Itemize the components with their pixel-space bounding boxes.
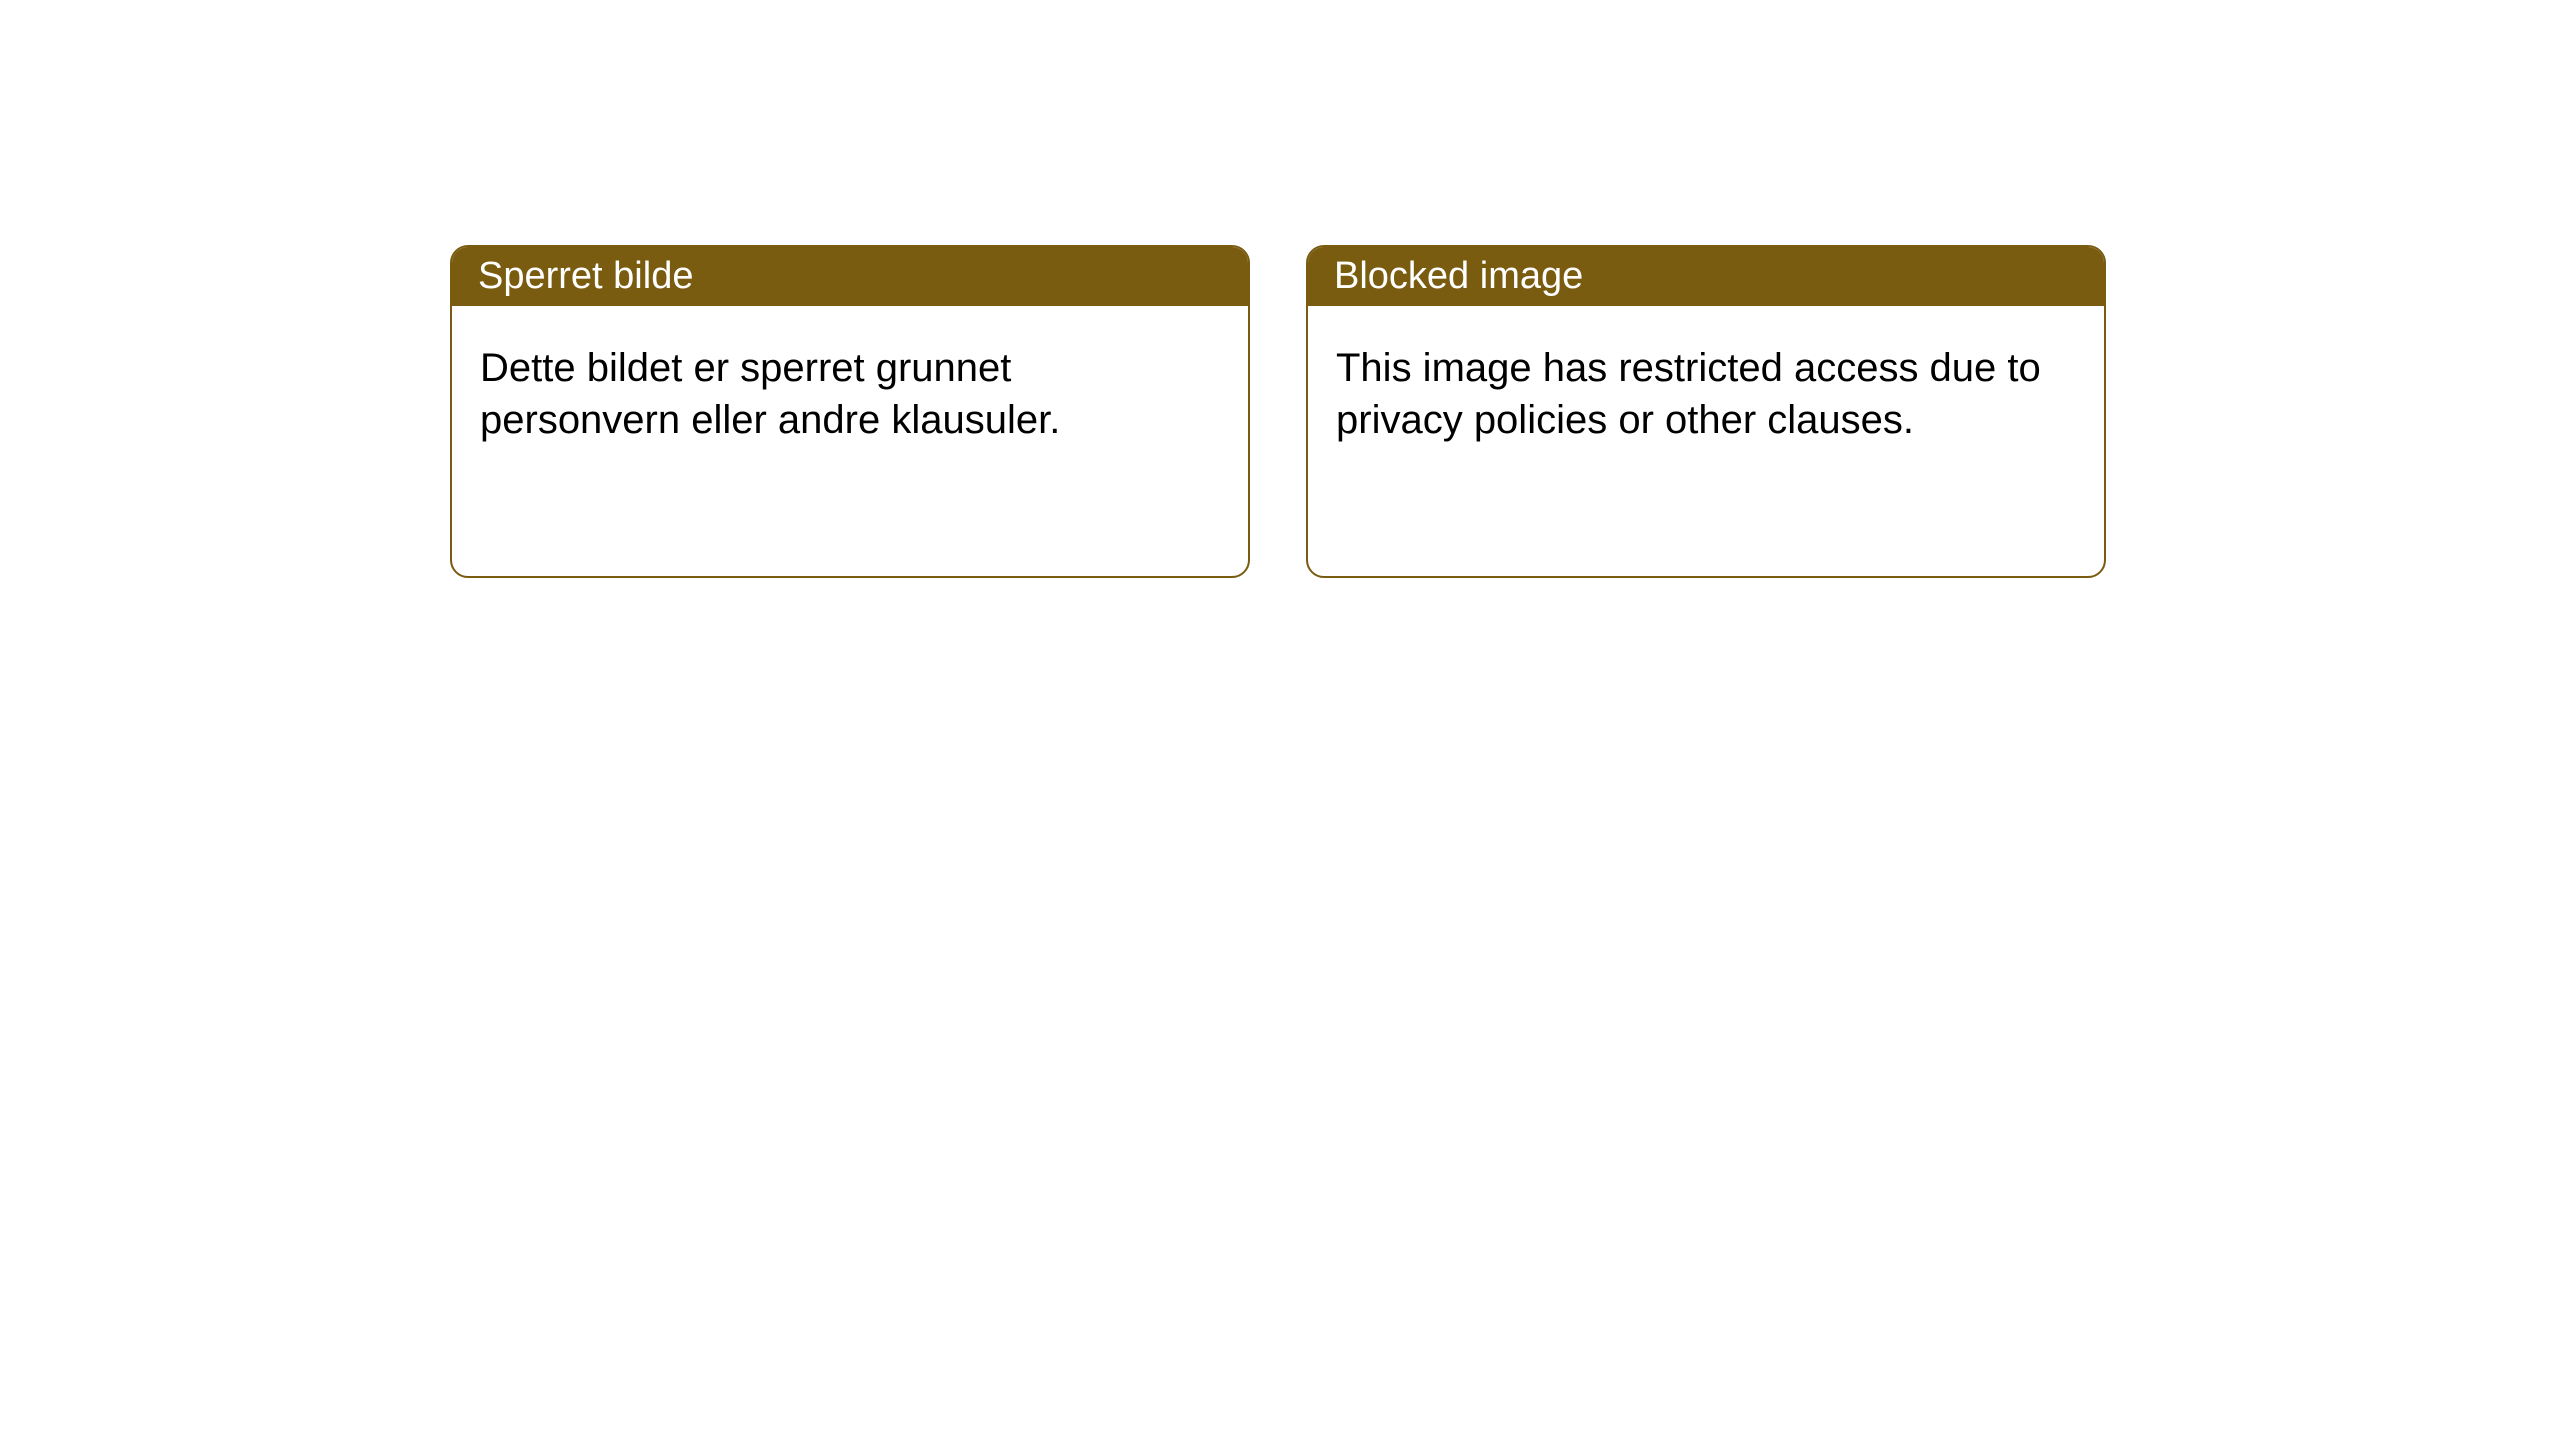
card-body-norwegian: Dette bildet er sperret grunnet personve… [452, 306, 1248, 576]
card-body-english: This image has restricted access due to … [1308, 306, 2104, 576]
card-header-norwegian: Sperret bilde [452, 247, 1248, 306]
blocked-image-card-english: Blocked image This image has restricted … [1306, 245, 2106, 578]
blocked-image-card-norwegian: Sperret bilde Dette bildet er sperret gr… [450, 245, 1250, 578]
notice-cards-container: Sperret bilde Dette bildet er sperret gr… [450, 245, 2106, 578]
card-header-english: Blocked image [1308, 247, 2104, 306]
